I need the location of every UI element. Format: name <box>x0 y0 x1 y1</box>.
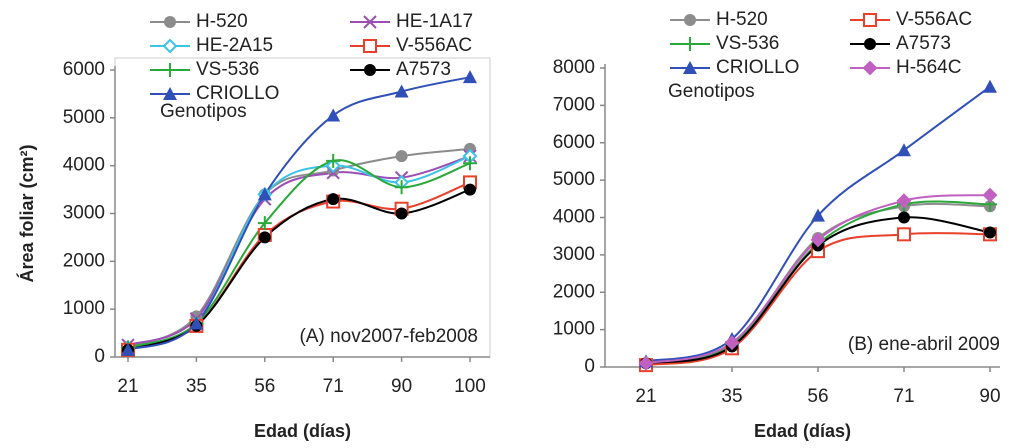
legend-marker <box>862 60 878 76</box>
marker <box>326 108 341 122</box>
marker <box>189 316 204 330</box>
panel-title: (B) ene-abril 2009 <box>848 334 1000 355</box>
legend-marker <box>683 37 697 51</box>
y-tick-label: 5000 <box>553 169 595 190</box>
marker <box>326 153 341 168</box>
legend-title: Genotipos <box>668 81 755 102</box>
y-tick-label: 6000 <box>63 59 105 80</box>
marker <box>724 335 740 351</box>
marker <box>984 226 996 239</box>
y-tick-label: 1000 <box>63 298 105 319</box>
marker <box>897 227 911 242</box>
y-tick-label: 4000 <box>63 155 105 176</box>
x-axis-label: Edad (días) <box>754 421 851 441</box>
legend-label: CRIOLLO <box>196 83 279 104</box>
legend-marker <box>363 15 377 29</box>
x-tick-label: 56 <box>254 376 275 397</box>
marker <box>121 342 135 356</box>
marker <box>896 193 912 209</box>
y-tick-label: 3000 <box>553 244 595 265</box>
legend-marker <box>163 63 177 77</box>
legend-marker <box>163 87 177 100</box>
legend-label: CRIOLLO <box>716 57 799 78</box>
marker <box>394 180 409 195</box>
marker <box>983 79 997 93</box>
marker <box>257 187 272 201</box>
legend-marker <box>164 16 176 28</box>
marker <box>395 150 408 163</box>
legend-label: VS-536 <box>196 59 259 80</box>
x-tick-label: 21 <box>117 376 138 397</box>
panel-title: (A) nov2007-feb2008 <box>299 326 478 347</box>
legend-label: A7573 <box>896 33 951 54</box>
marker <box>394 84 409 98</box>
line <box>645 85 991 363</box>
legend-marker <box>162 38 178 54</box>
y-axis-label: Área foliar (cm²) <box>16 144 37 282</box>
x-tick-label: 56 <box>807 386 828 407</box>
y-tick-label: 4000 <box>553 207 595 228</box>
legend-title: Genotipos <box>160 101 247 122</box>
y-tick-label: 2000 <box>63 250 105 271</box>
marker <box>463 156 477 171</box>
x-axis-label: Edad (días) <box>254 421 351 441</box>
x-tick-label: 35 <box>721 386 742 407</box>
legend-marker <box>864 38 876 50</box>
legend-label: H-520 <box>196 11 248 32</box>
legend-label: V-556AC <box>896 9 972 30</box>
legend-marker <box>363 39 377 53</box>
y-tick-label: 5000 <box>63 107 105 128</box>
legend-label: H-564C <box>896 57 961 78</box>
marker <box>257 216 272 231</box>
marker <box>327 193 340 206</box>
legend-marker <box>364 64 376 76</box>
marker <box>811 208 825 222</box>
legend-label: HE-1A17 <box>396 11 473 32</box>
y-tick-label: 3000 <box>63 203 105 224</box>
legend-marker <box>683 61 697 74</box>
x-tick-label: 90 <box>391 376 412 397</box>
line <box>127 181 471 351</box>
y-tick-label: 8000 <box>553 57 595 78</box>
marker <box>638 355 654 371</box>
marker <box>982 187 998 203</box>
marker <box>898 211 910 224</box>
x-tick-label: 71 <box>893 386 914 407</box>
legend-marker <box>863 13 877 27</box>
marker <box>810 232 826 248</box>
y-tick-label: 1000 <box>553 319 595 340</box>
marker <box>463 70 477 84</box>
x-tick-label: 90 <box>979 386 1000 407</box>
y-tick-label: 0 <box>584 356 595 377</box>
x-tick-label: 35 <box>186 376 207 397</box>
y-tick-label: 6000 <box>553 132 595 153</box>
legend-label: VS-536 <box>716 33 779 54</box>
y-tick-label: 2000 <box>553 281 595 302</box>
legend-label: V-556AC <box>396 35 472 56</box>
marker <box>258 231 271 244</box>
legend-label: A7573 <box>396 59 451 80</box>
y-tick-label: 0 <box>94 346 105 367</box>
marker <box>395 207 408 220</box>
line <box>127 159 471 349</box>
marker <box>464 183 476 196</box>
y-tick-label: 7000 <box>553 94 595 115</box>
marker <box>897 143 911 157</box>
x-tick-label: 21 <box>635 386 656 407</box>
legend-marker <box>684 14 696 26</box>
legend-label: HE-2A15 <box>196 35 273 56</box>
legend-label: H-520 <box>716 9 768 30</box>
x-tick-label: 100 <box>454 376 486 397</box>
x-tick-label: 71 <box>323 376 344 397</box>
